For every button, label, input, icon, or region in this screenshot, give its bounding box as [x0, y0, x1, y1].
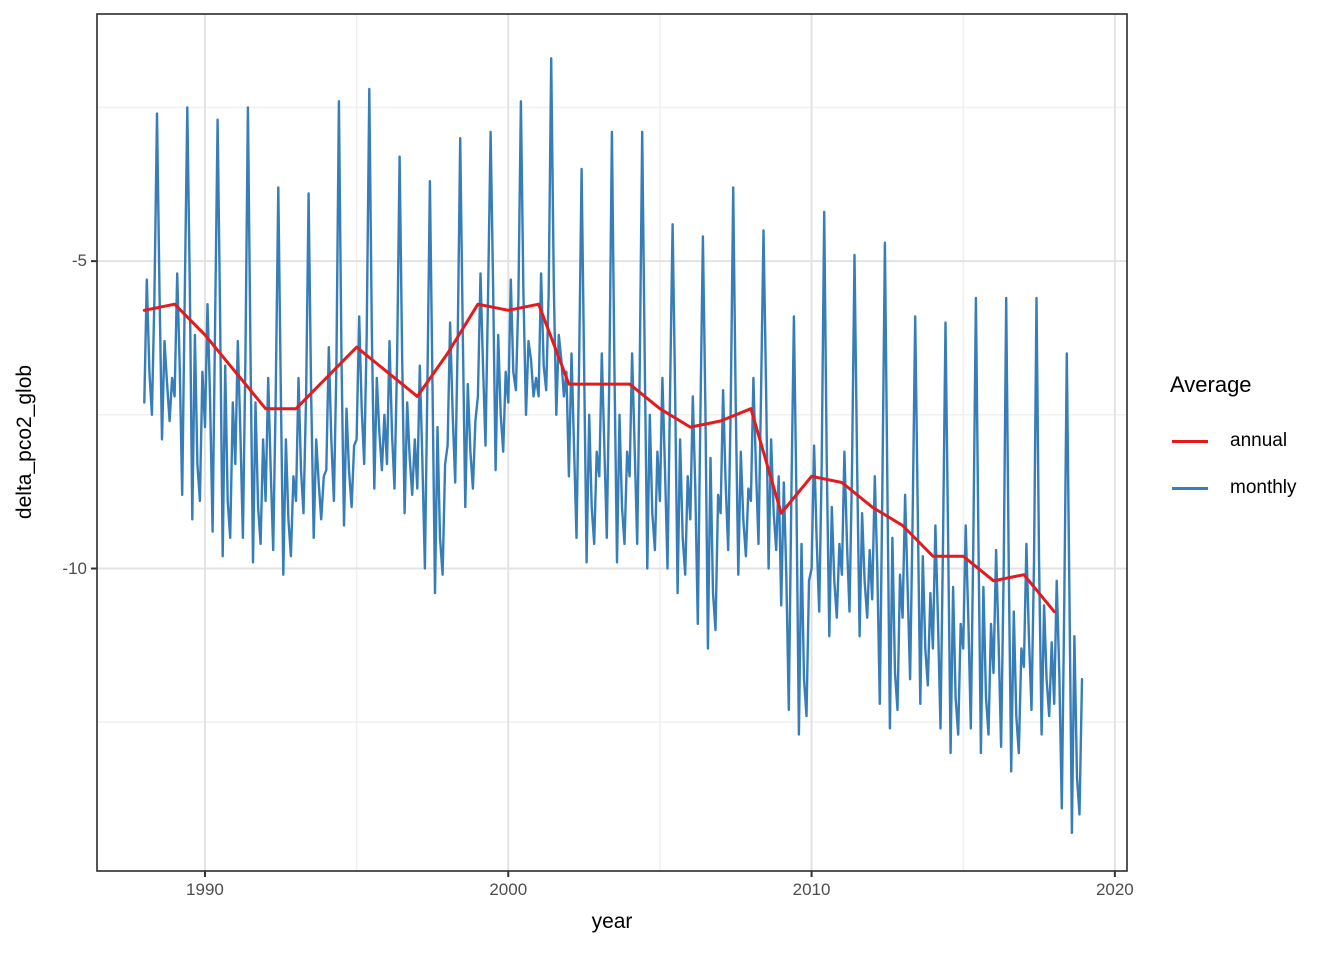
legend-key-annual-line-icon	[1172, 439, 1208, 443]
x-tick-label: 2010	[792, 880, 831, 899]
legend-entry-monthly: monthly	[1168, 473, 1344, 503]
y-tick-label: -10	[62, 558, 87, 578]
y-tick-label: -5	[71, 251, 87, 271]
x-tick-label: 2000	[489, 880, 528, 899]
series-line-annual	[142, 302, 1056, 614]
x-tick-label: 1990	[186, 880, 224, 899]
panel-border	[96, 13, 1128, 872]
x-tick-label: 2020	[1095, 880, 1134, 899]
legend-label-monthly: monthly	[1230, 477, 1297, 498]
legend-title: Average	[1170, 372, 1252, 397]
x-axis-title: year	[591, 910, 633, 933]
legend-label-annual: annual	[1230, 430, 1288, 451]
series-line-monthly	[143, 57, 1084, 835]
legend-key-monthly-line-icon	[1172, 486, 1208, 490]
legend-entry-annual: annual	[1168, 426, 1344, 456]
legend: Average annual monthly	[1168, 372, 1344, 520]
